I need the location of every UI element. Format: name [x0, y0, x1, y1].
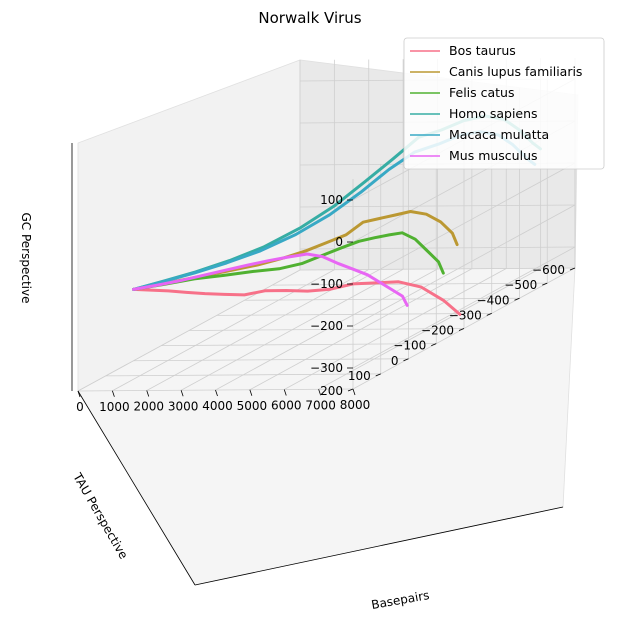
y-axis-ticks: −600−500−400−300 −200−1000 100 200 — [320, 263, 576, 398]
grid-line-y-floor — [188, 328, 465, 331]
x-tick-label: 1000 — [99, 400, 130, 414]
x-tick-mark — [77, 390, 81, 398]
legend-label: Bos taurus — [449, 43, 516, 58]
grid-line-y-floor — [133, 358, 409, 362]
x-tick-label: 5000 — [237, 399, 268, 413]
legend: Bos taurus Canis lupus familiaris Felis ca… — [403, 37, 605, 170]
chart-title: Norwalk Virus — [258, 9, 361, 27]
x-tick-mark — [111, 390, 115, 397]
grid-line-y-floor — [244, 297, 520, 301]
z-axis-label: GC Perspective — [19, 213, 33, 304]
x-axis-line — [194, 506, 564, 586]
y-axis-label: TAU Perspective — [70, 470, 131, 562]
y-tick-label: −100 — [393, 339, 426, 353]
z-tick-label: 100 — [320, 193, 343, 207]
grid-line-z-back — [299, 246, 576, 250]
x-tick-label: 4000 — [202, 399, 233, 413]
z-tick-label: −200 — [310, 319, 343, 333]
x-axis-ticks: 0 1000 2000 3000 4000 5000 6000 7000 8000 — [76, 388, 371, 414]
x-tick-label: 8000 — [340, 398, 371, 412]
x-tick-mark — [283, 389, 287, 396]
x-tick-mark — [318, 389, 322, 396]
y-tick-mark — [431, 343, 437, 346]
x-tick-mark — [146, 390, 150, 397]
x-tick-mark — [180, 390, 184, 397]
y-tick-mark — [486, 313, 492, 316]
z-tick-label: 0 — [335, 235, 343, 249]
y-tick-mark — [347, 388, 354, 392]
y-tick-label: −500 — [504, 278, 537, 292]
grid-line-y-floor — [105, 373, 381, 377]
x-axis-label: Basepairs — [370, 588, 430, 612]
y-tick-label: −600 — [532, 263, 565, 277]
x-tick-label: 6000 — [271, 399, 302, 413]
legend-label: Homo sapiens — [449, 106, 538, 121]
y-tick-mark — [569, 267, 576, 271]
grid-line-y-floor — [299, 267, 576, 271]
y-tick-label: −400 — [477, 293, 510, 307]
legend-items: Bos taurus Canis lupus familiaris Felis ca… — [410, 43, 582, 163]
x-tick-label: 3000 — [168, 399, 199, 413]
z-axis-ticks: 100 0 −100 −200 −300 — [310, 193, 353, 375]
series-line-3 — [132, 231, 445, 291]
z-tick-label: −300 — [310, 361, 343, 375]
x-tick-label: 0 — [76, 400, 84, 414]
y-tick-label: 0 — [391, 354, 399, 368]
y-tick-label: −200 — [421, 324, 454, 338]
y-axis-line — [77, 390, 196, 586]
grid-line-y-floor — [216, 312, 492, 316]
legend-label: Mus musculus — [449, 148, 538, 163]
x-tick-label: 7000 — [305, 398, 336, 412]
z-tick-label: −100 — [310, 277, 343, 291]
y-tick-mark — [458, 328, 465, 331]
x-tick-mark — [249, 389, 253, 396]
x-tick-mark — [215, 389, 218, 397]
grid-line-z-left — [352, 162, 576, 285]
series-line-6 — [132, 252, 409, 307]
y-tick-mark — [542, 282, 548, 286]
y-tick-label: 100 — [348, 369, 371, 383]
x-tick-mark — [352, 388, 356, 396]
legend-label: Felis catus — [449, 85, 515, 100]
x-tick-label: 2000 — [133, 400, 164, 414]
series-line-1 — [132, 280, 462, 316]
grid-line-z-left — [352, 204, 576, 327]
grid-line-y-floor — [161, 343, 437, 347]
y-tick-mark — [403, 358, 409, 362]
grid-line-z-back — [299, 204, 576, 208]
y-tick-label: 200 — [320, 384, 343, 398]
y-tick-mark — [375, 373, 381, 377]
legend-label: Canis lupus familiaris — [449, 64, 582, 79]
grid-line-z-left — [352, 246, 576, 369]
y-tick-mark — [514, 297, 520, 301]
legend-label: Macaca mulatta — [449, 127, 549, 142]
legend-box — [403, 37, 605, 170]
y-tick-label: −300 — [449, 308, 482, 322]
